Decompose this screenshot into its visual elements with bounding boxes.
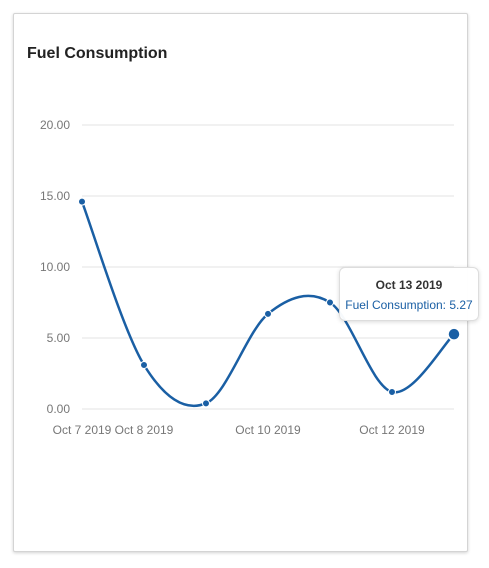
data-point — [202, 399, 210, 408]
x-tick-label: Oct 8 2019 — [115, 423, 174, 437]
data-point — [78, 197, 86, 206]
highlighted-data-point — [447, 327, 461, 341]
data-point — [326, 298, 334, 307]
chart-tooltip: Oct 13 2019 Fuel Consumption: 5.27 — [339, 267, 479, 321]
line-chart: 0.00 5.00 10.00 15.00 20.00 Oct 7 2019 Oct 8 2… — [40, 118, 461, 437]
data-point — [140, 360, 148, 369]
data-point — [388, 387, 396, 396]
chart-card: Fuel Consumption 0.00 5.00 10.00 15.00 20.00… — [13, 13, 479, 552]
y-tick-label: 10.00 — [40, 260, 70, 274]
tooltip-series-label: Fuel Consumption: — [345, 298, 450, 312]
y-tick-label: 5.00 — [47, 331, 71, 345]
tooltip-title: Oct 13 2019 — [375, 278, 443, 292]
x-tick-label: Oct 10 2019 — [235, 423, 301, 437]
card-title: Fuel Consumption — [27, 45, 168, 62]
data-point — [264, 309, 272, 318]
tooltip-value: 5.27 — [449, 298, 473, 312]
x-tick-label: Oct 12 2019 — [359, 423, 425, 437]
tooltip-body: Fuel Consumption: 5.27 — [340, 298, 478, 312]
y-tick-label: 15.00 — [40, 189, 70, 203]
x-tick-label: Oct 7 2019 — [53, 423, 112, 437]
y-tick-label: 20.00 — [40, 118, 70, 132]
y-tick-label: 0.00 — [47, 402, 71, 416]
